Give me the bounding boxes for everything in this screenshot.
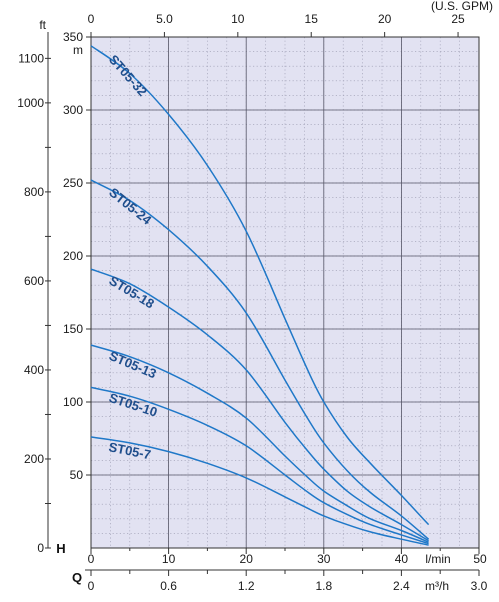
gpm-tick-label: 20: [378, 12, 392, 26]
q-tick-label: 0: [88, 579, 95, 593]
plot-area: [90, 36, 480, 549]
y-tick-label: 250: [63, 176, 83, 190]
y-tick-label: 100: [63, 395, 83, 409]
y-tick-label: 200: [63, 249, 83, 263]
curve-st05-18: [90, 268, 429, 542]
x-tick-label: 10: [162, 552, 176, 566]
q-tick-label: 3.0: [471, 579, 488, 593]
y-axis-letter: H: [56, 541, 65, 556]
x-tick-label: 0: [88, 552, 95, 566]
ft-tick-label: 800: [24, 185, 44, 199]
q-tick-label: 0.6: [160, 579, 177, 593]
curve-st05-32: [90, 45, 430, 526]
y-tick-label: 150: [63, 322, 83, 336]
q-tick-label: 2.4: [393, 579, 410, 593]
ft-tick-label: 1000: [17, 96, 44, 110]
curve-st05-10: [90, 386, 429, 545]
y-tick-label: 300: [63, 103, 83, 117]
y-tick-label: 350: [63, 30, 83, 44]
q-tick-label: 1.8: [315, 579, 332, 593]
curve-st05-13: [90, 344, 429, 543]
gpm-tick-label: 5.0: [156, 12, 173, 26]
y-axis-unit: m: [73, 43, 83, 57]
ft-tick-label: 200: [24, 452, 44, 466]
gpm-tick-label: 0: [88, 12, 95, 26]
x-axis-label: l/min: [425, 552, 450, 566]
curve-st05-7: [90, 436, 429, 546]
gpm-tick-label: 10: [231, 12, 245, 26]
ft-tick-label: 1100: [18, 51, 44, 65]
x-tick-label: 30: [317, 552, 331, 566]
x-tick-label: 20: [240, 552, 254, 566]
ft-tick-label: 400: [24, 363, 44, 377]
q-axis-label: m³/h: [425, 579, 449, 593]
gpm-tick-label: 25: [451, 12, 465, 26]
q-axis-letter: Q: [72, 570, 82, 585]
performance-curves: [90, 45, 430, 546]
y-tick-label: 50: [70, 468, 84, 482]
ft-tick-label: 600: [24, 274, 44, 288]
gpm-tick-label: 15: [305, 12, 319, 26]
ft-tick-label: 0: [37, 541, 44, 555]
curve-st05-24: [90, 179, 430, 540]
x-tick-label: 50: [473, 552, 487, 566]
gpm-axis-label: (U.S. GPM): [431, 0, 493, 13]
ft-axis-label: ft: [39, 18, 46, 32]
x-tick-label: 40: [395, 552, 409, 566]
q-tick-label: 1.2: [238, 579, 255, 593]
